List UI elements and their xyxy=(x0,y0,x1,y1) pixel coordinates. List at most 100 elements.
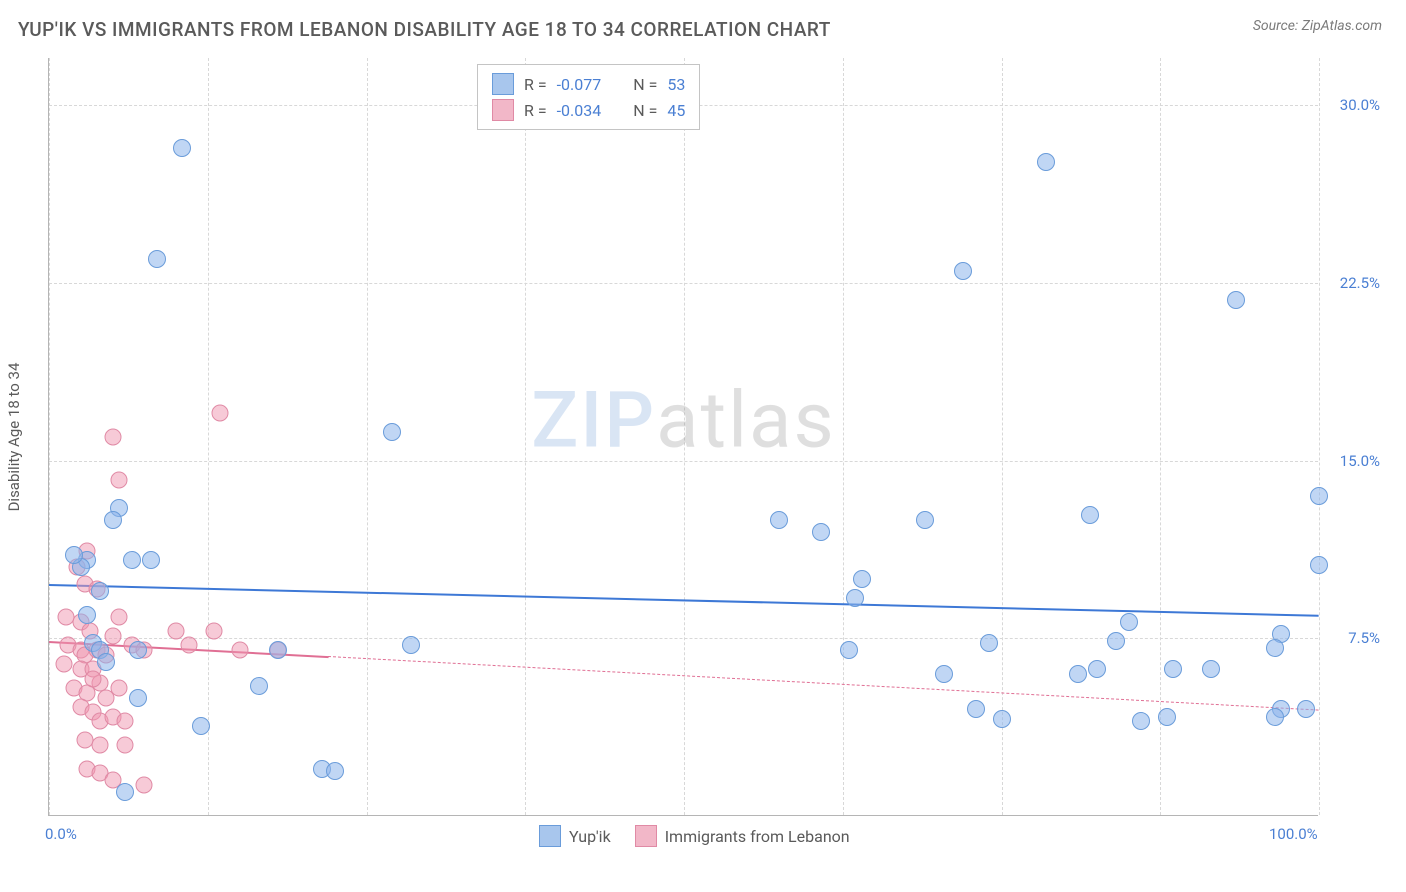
grid-line-vertical xyxy=(1319,58,1320,815)
scatter-point-yupik xyxy=(129,641,147,659)
scatter-point-lebanon xyxy=(110,609,127,626)
scatter-point-yupik xyxy=(1266,639,1284,657)
y-tick-label: 7.5% xyxy=(1348,629,1380,647)
series-legend: Yup'ik Immigrants from Lebanon xyxy=(539,825,850,847)
scatter-point-yupik xyxy=(840,641,858,659)
plot-area: Disability Age 18 to 34 ZIPatlas R =-0.0… xyxy=(48,58,1318,816)
scatter-point-lebanon xyxy=(110,471,127,488)
scatter-point-yupik xyxy=(1081,506,1099,524)
scatter-point-yupik xyxy=(935,665,953,683)
chart-title: YUP'IK VS IMMIGRANTS FROM LEBANON DISABI… xyxy=(18,18,831,41)
scatter-point-yupik xyxy=(250,677,268,695)
grid-line-vertical xyxy=(843,58,844,815)
scatter-point-yupik xyxy=(993,710,1011,728)
scatter-point-yupik xyxy=(1107,632,1125,650)
scatter-point-yupik xyxy=(954,262,972,280)
chart-container: Disability Age 18 to 34 ZIPatlas R =-0.0… xyxy=(48,58,1318,816)
legend-r-value: -0.034 xyxy=(557,101,602,120)
scatter-point-lebanon xyxy=(231,642,248,659)
scatter-point-yupik xyxy=(967,700,985,718)
legend-swatch xyxy=(492,99,514,121)
grid-line-vertical xyxy=(684,58,685,815)
scatter-point-yupik xyxy=(1310,487,1328,505)
scatter-point-yupik xyxy=(269,641,287,659)
scatter-point-yupik xyxy=(1069,665,1087,683)
scatter-point-yupik xyxy=(846,589,864,607)
x-tick-label: 0.0% xyxy=(45,825,77,843)
y-tick-label: 22.5% xyxy=(1340,274,1380,292)
legend-swatch xyxy=(539,825,561,847)
scatter-point-yupik xyxy=(104,511,122,529)
scatter-point-yupik xyxy=(326,762,344,780)
scatter-point-yupik xyxy=(142,551,160,569)
legend-n-label: N = xyxy=(633,101,657,120)
scatter-point-lebanon xyxy=(212,405,229,422)
scatter-point-yupik xyxy=(1164,660,1182,678)
legend-swatch xyxy=(635,825,657,847)
scatter-point-yupik xyxy=(129,689,147,707)
scatter-point-lebanon xyxy=(56,656,73,673)
grid-line-vertical xyxy=(525,58,526,815)
scatter-point-lebanon xyxy=(104,429,121,446)
source-attribution: Source: ZipAtlas.com xyxy=(1253,18,1382,34)
scatter-point-yupik xyxy=(980,634,998,652)
legend-r-label: R = xyxy=(524,101,547,120)
scatter-point-yupik xyxy=(1088,660,1106,678)
scatter-point-yupik xyxy=(1202,660,1220,678)
scatter-point-yupik xyxy=(123,551,141,569)
scatter-point-lebanon xyxy=(104,627,121,644)
grid-line-vertical xyxy=(1002,58,1003,815)
scatter-point-yupik xyxy=(916,511,934,529)
scatter-point-yupik xyxy=(402,636,420,654)
grid-line-vertical xyxy=(367,58,368,815)
scatter-point-lebanon xyxy=(117,736,134,753)
y-tick-label: 30.0% xyxy=(1340,96,1380,114)
x-tick-label: 100.0% xyxy=(1269,825,1318,843)
scatter-point-lebanon xyxy=(117,713,134,730)
scatter-point-lebanon xyxy=(136,777,153,794)
scatter-point-yupik xyxy=(78,606,96,624)
y-axis-label: Disability Age 18 to 34 xyxy=(5,362,23,511)
scatter-point-yupik xyxy=(1297,700,1315,718)
scatter-point-yupik xyxy=(192,717,210,735)
scatter-point-yupik xyxy=(91,582,109,600)
scatter-point-yupik xyxy=(1158,708,1176,726)
scatter-point-lebanon xyxy=(180,637,197,654)
legend-n-label: N = xyxy=(633,75,657,94)
correlation-legend: R = -0.077 N = 53 R = -0.034 N = 45 xyxy=(477,64,700,130)
grid-line-vertical xyxy=(49,58,50,815)
y-tick-label: 15.0% xyxy=(1340,452,1380,470)
legend-item: Immigrants from Lebanon xyxy=(635,825,850,847)
scatter-point-yupik xyxy=(116,783,134,801)
scatter-point-yupik xyxy=(1227,291,1245,309)
scatter-point-yupik xyxy=(1266,708,1284,726)
scatter-point-yupik xyxy=(383,423,401,441)
scatter-point-lebanon xyxy=(85,670,102,687)
scatter-point-yupik xyxy=(97,653,115,671)
scatter-point-lebanon xyxy=(168,623,185,640)
grid-line-vertical xyxy=(208,58,209,815)
legend-r-label: R = xyxy=(524,75,547,94)
watermark-zip: ZIP xyxy=(531,376,656,467)
legend-item: Yup'ik xyxy=(539,825,611,847)
legend-swatch xyxy=(492,73,514,95)
scatter-point-yupik xyxy=(1037,153,1055,171)
legend-r-value: -0.077 xyxy=(557,75,602,94)
scatter-point-yupik xyxy=(812,523,830,541)
scatter-point-yupik xyxy=(770,511,788,529)
scatter-point-yupik xyxy=(1310,556,1328,574)
legend-label: Immigrants from Lebanon xyxy=(665,827,850,846)
scatter-point-yupik xyxy=(65,546,83,564)
scatter-point-yupik xyxy=(853,570,871,588)
legend-n-value: 53 xyxy=(667,75,685,94)
legend-n-value: 45 xyxy=(667,101,685,120)
scatter-point-yupik xyxy=(1120,613,1138,631)
legend-row: R = -0.034 N = 45 xyxy=(492,97,685,123)
scatter-point-yupik xyxy=(173,139,191,157)
scatter-point-lebanon xyxy=(206,623,223,640)
legend-label: Yup'ik xyxy=(569,827,611,846)
scatter-point-yupik xyxy=(148,250,166,268)
scatter-point-yupik xyxy=(1132,712,1150,730)
scatter-point-lebanon xyxy=(91,736,108,753)
legend-row: R = -0.077 N = 53 xyxy=(492,71,685,97)
